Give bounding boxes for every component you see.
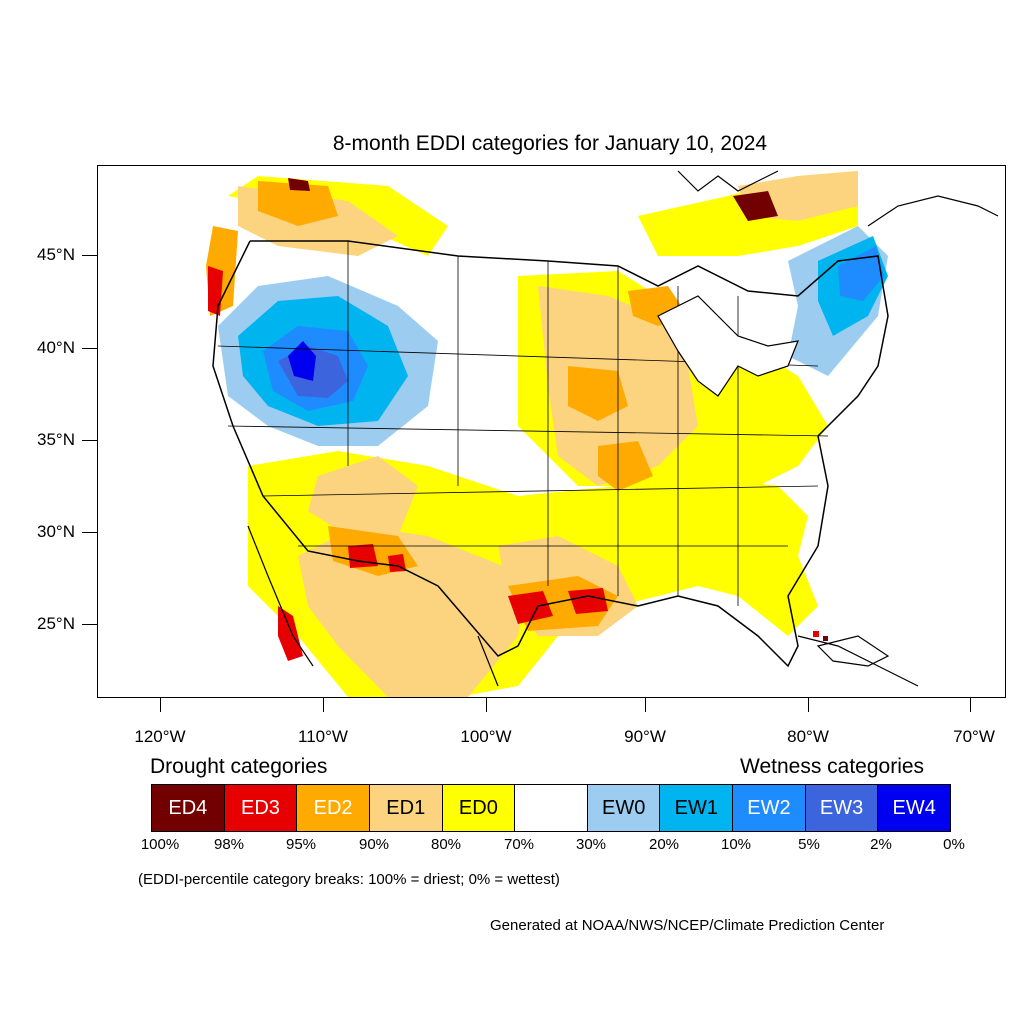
region-ew2-northeast: [838, 246, 884, 301]
legend-tick-30: 30%: [575, 836, 607, 853]
region-ed2-pnw: [258, 181, 338, 226]
wetness-heading: Wetness categories: [740, 755, 925, 778]
lon-tick-100w: [486, 697, 487, 712]
region-ed1-plains: [308, 456, 418, 536]
lat-label-25n: 25°N: [37, 614, 75, 633]
lat-label-35n: 35°N: [37, 430, 75, 449]
lat-label-30n: 30°N: [37, 522, 75, 541]
canada-coast: [677, 170, 999, 227]
legend-tick-70: 70%: [503, 836, 535, 853]
legend-cell-neutral: [515, 785, 588, 831]
legend-cell-ed0: ED0: [442, 785, 516, 831]
legend-cell-ew3: EW3: [805, 785, 879, 831]
lon-label-110w: 110°W: [298, 727, 348, 746]
region-ed3-nm: [348, 544, 378, 568]
region-ed4-ontario: [733, 191, 778, 221]
legend-cell-ew4: EW4: [878, 785, 951, 831]
region-ed4-bc: [288, 178, 310, 191]
lon-tick-90w: [645, 697, 646, 712]
map-frame: [97, 165, 1006, 698]
lon-tick-120w: [160, 697, 161, 712]
lon-tick-80w: [808, 697, 809, 712]
lat-tick-25n: [82, 624, 97, 625]
legend-tick-80: 80%: [430, 836, 462, 853]
region-ew4-greatbasin: [288, 341, 316, 381]
legend-tick-95: 95%: [285, 836, 317, 853]
conus-outline: [212, 240, 889, 668]
legend-cell-ed4: ED4: [152, 785, 225, 831]
legend-cell-ew1: EW1: [660, 785, 734, 831]
lon-label-90w: 90°W: [624, 727, 666, 746]
region-ed3-texas: [508, 591, 553, 624]
cuba-outline: [816, 635, 890, 667]
lon-label-70w: 70°W: [953, 727, 995, 746]
legend-cell-ed1: ED1: [369, 785, 443, 831]
lon-label-80w: 80°W: [787, 727, 829, 746]
eddi-map: [206, 170, 999, 697]
legend-cell-ew2: EW2: [733, 785, 806, 831]
region-ed2-missouri: [598, 441, 653, 491]
region-ed3-baja: [278, 606, 303, 661]
drought-heading: Drought categories: [150, 755, 328, 778]
lat-label-40n: 40°N: [37, 338, 75, 357]
lat-tick-35n: [82, 440, 97, 441]
region-ed2-iowa: [568, 366, 628, 421]
mexico-coast: [247, 525, 919, 687]
state-boundaries: [217, 241, 829, 606]
region-ed1-southwest: [298, 526, 528, 697]
legend-tick-100: 100%: [140, 836, 180, 853]
lat-label-45n: 45°N: [37, 245, 75, 264]
legend-cell-ed3: ED3: [224, 785, 298, 831]
region-ed3-bahamas: [813, 631, 819, 637]
legend-tick-90: 90%: [358, 836, 390, 853]
credit-line: Generated at NOAA/NWS/NCEP/Climate Predi…: [490, 917, 885, 934]
great-lakes: [657, 295, 799, 397]
lat-tick-30n: [82, 532, 97, 533]
lat-tick-40n: [82, 348, 97, 349]
lon-label-120w: 120°W: [134, 727, 186, 746]
lon-tick-70w: [970, 697, 971, 712]
region-ed4-bahamas: [823, 636, 828, 641]
legend-tick-98: 98%: [213, 836, 245, 853]
legend-tick-20: 20%: [648, 836, 680, 853]
legend-cell-ew0: EW0: [587, 785, 661, 831]
map-title: 8-month EDDI categories for January 10, …: [332, 132, 768, 155]
legend-color-bar: ED4 ED3 ED2 ED1 ED0 EW0 EW1 EW2 EW3 EW4: [151, 784, 951, 832]
region-ed3-louisiana: [568, 588, 608, 614]
breaks-note: (EDDI-percentile category breaks: 100% =…: [138, 871, 560, 888]
legend-tick-0: 0%: [943, 836, 965, 853]
legend-tick-2: 2%: [870, 836, 892, 853]
lon-label-100w: 100°W: [460, 727, 512, 746]
lat-tick-45n: [82, 255, 97, 256]
lon-tick-110w: [323, 697, 324, 712]
legend-tick-10: 10%: [720, 836, 752, 853]
legend-tick-5: 5%: [798, 836, 820, 853]
legend-cell-ed2: ED2: [297, 785, 370, 831]
